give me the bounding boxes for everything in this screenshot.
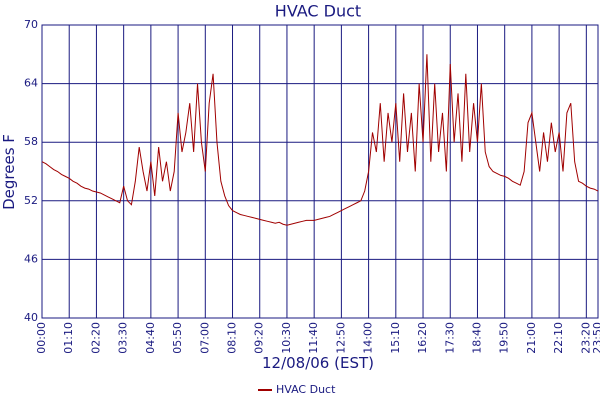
y-axis-label: Degrees F <box>0 134 18 210</box>
x-tick-label: 05:50 <box>171 322 184 354</box>
x-tick-label: 07:00 <box>198 322 211 354</box>
x-tick-label: 11:40 <box>307 322 320 354</box>
x-tick-label: 15:10 <box>389 322 402 354</box>
y-tick-label: 58 <box>24 135 38 148</box>
y-tick-label: 46 <box>24 252 38 265</box>
x-tick-label: 03:30 <box>117 322 130 354</box>
legend-label: HVAC Duct <box>276 383 336 396</box>
x-tick-label: 19:50 <box>498 322 511 354</box>
plot-area <box>41 24 599 319</box>
x-tick-label: 02:20 <box>89 322 102 354</box>
chart-title: HVAC Duct <box>275 2 361 21</box>
x-tick-label: 18:40 <box>470 322 483 354</box>
x-tick-label: 22:10 <box>552 322 565 354</box>
x-tick-label: 23:50 <box>591 322 600 354</box>
x-tick-label: 04:40 <box>144 322 157 354</box>
x-tick-label: 23:20 <box>579 322 592 354</box>
data-line <box>41 54 599 226</box>
x-tick-label: 09:20 <box>253 322 266 354</box>
x-tick-label: 14:00 <box>362 322 375 354</box>
x-tick-label: 10:30 <box>280 322 293 354</box>
x-tick-label: 01:10 <box>62 322 75 354</box>
y-tick-label: 64 <box>24 77 38 90</box>
x-axis-label: 12/08/06 (EST) <box>262 354 374 372</box>
y-tick-label: 40 <box>24 311 38 324</box>
x-tick-label: 17:30 <box>443 322 456 354</box>
x-tick-label: 08:10 <box>226 322 239 354</box>
x-tick-label: 16:20 <box>416 322 429 354</box>
x-tick-label: 12:50 <box>334 322 347 354</box>
x-tick-label: 21:00 <box>525 322 538 354</box>
y-tick-label: 70 <box>24 18 38 31</box>
x-tick-label: 00:00 <box>35 322 48 354</box>
y-tick-label: 52 <box>24 194 38 207</box>
